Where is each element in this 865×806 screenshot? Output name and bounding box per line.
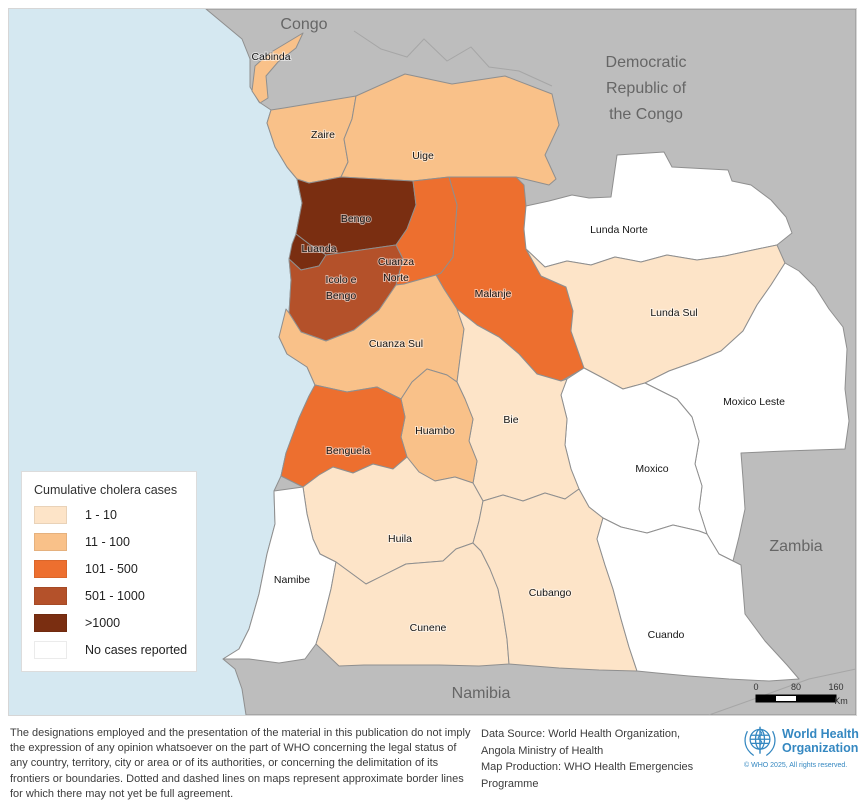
legend-label: 1 - 10 [85,508,117,522]
country-label-congo: Congo [280,16,327,33]
label-benguela: Benguela [326,445,371,457]
legend-label: >1000 [85,616,121,630]
label-zaire: Zaire [311,129,335,141]
legend-row: No cases reported [32,641,188,659]
label-uige: Uige [412,150,434,162]
legend-swatch-no-cases [34,641,67,659]
country-label-drc-line3: the Congo [609,106,683,123]
legend-label: 11 - 100 [85,535,130,549]
province-uige [340,73,560,186]
legend-swatch-gt1000 [34,614,67,632]
label-cuando: Cuando [648,629,685,641]
congo-drc-border [353,30,553,87]
country-label-namibia: Namibia [452,685,511,702]
data-source-line: Angola Ministry of Health [481,744,604,757]
legend-swatch-101-500 [34,560,67,578]
scale-tick-160: 160 [828,682,843,692]
province-namibe [222,486,337,664]
label-luanda: Luanda [301,243,336,255]
country-label-drc-line2: Republic of [606,80,687,97]
legend-swatch-501-1000 [34,587,67,605]
footer: The designations employed and the presen… [0,716,865,806]
map-canvas: Congo Democratic Republic of the Congo Z… [8,8,857,716]
scale-bar-segment-white [776,696,796,701]
label-icolo-line1: Icolo e [326,274,357,286]
legend-label: 501 - 1000 [85,589,145,603]
legend-label: 101 - 500 [85,562,138,576]
province-cabinda [251,32,304,104]
legend-label: No cases reported [85,643,188,657]
label-cuanza-norte-line2: Norte [383,272,409,284]
label-bie: Bie [503,414,518,426]
label-huila: Huila [388,533,412,545]
label-lunda-sul: Lunda Sul [650,307,697,319]
map-production-line: Map Production: WHO Health Emergencies P… [481,761,694,790]
who-logo-row: World Health Organization [742,724,860,760]
label-cubango: Cubango [529,587,572,599]
legend: Cumulative cholera cases 1 - 10 11 - 100… [21,471,197,672]
label-namibe: Namibe [274,574,310,586]
label-huambo: Huambo [415,425,455,437]
scale-unit: Km [834,696,848,706]
zambia-namibia-border [708,668,856,715]
legend-title: Cumulative cholera cases [34,483,178,497]
data-source-block: Data Source: World Health Organization, … [481,726,736,792]
label-lunda-norte: Lunda Norte [590,224,648,236]
label-cuanza-sul: Cuanza Sul [369,338,423,350]
scale-tick-80: 80 [791,682,801,692]
label-cuanza-norte-line1: Cuanza [378,256,414,268]
scale-tick-0: 0 [753,682,758,692]
label-cabinda: Cabinda [251,51,290,63]
who-copyright: © WHO 2025, All rights reserved. [744,762,848,769]
legend-row: 1 - 10 [32,506,186,524]
data-source-line: Data Source: World Health Organization, [481,728,681,740]
label-malanje: Malanje [475,288,512,300]
who-wordmark-line2: Organization [782,741,859,755]
country-label-drc-line1: Democratic [606,54,687,71]
country-label-zambia: Zambia [769,538,822,555]
legend-row: 101 - 500 [32,560,186,578]
label-icolo-line2: Bengo [326,290,357,302]
angola-cholera-map: Congo Democratic Republic of the Congo Z… [205,9,856,715]
label-bengo: Bengo [341,213,372,225]
who-emblem-icon [742,724,778,760]
province-cuando [596,517,800,682]
legend-row: 11 - 100 [32,533,186,551]
legend-row: 501 - 1000 [32,587,186,605]
who-wordmark-line1: World Health [782,727,859,742]
label-moxico: Moxico [635,463,668,475]
legend-swatch-1-10 [34,506,67,524]
label-moxico-leste: Moxico Leste [723,396,785,408]
legend-row: >1000 [32,614,186,632]
legend-swatch-11-100 [34,533,67,551]
who-logo-block: World Health Organization © WHO 2025, Al… [742,724,860,769]
disclaimer-text: The designations employed and the presen… [10,727,471,800]
scale-bar: 0 80 160 Km [753,682,847,706]
label-cunene: Cunene [410,622,447,634]
who-wordmark: World Health Organization [782,727,859,756]
